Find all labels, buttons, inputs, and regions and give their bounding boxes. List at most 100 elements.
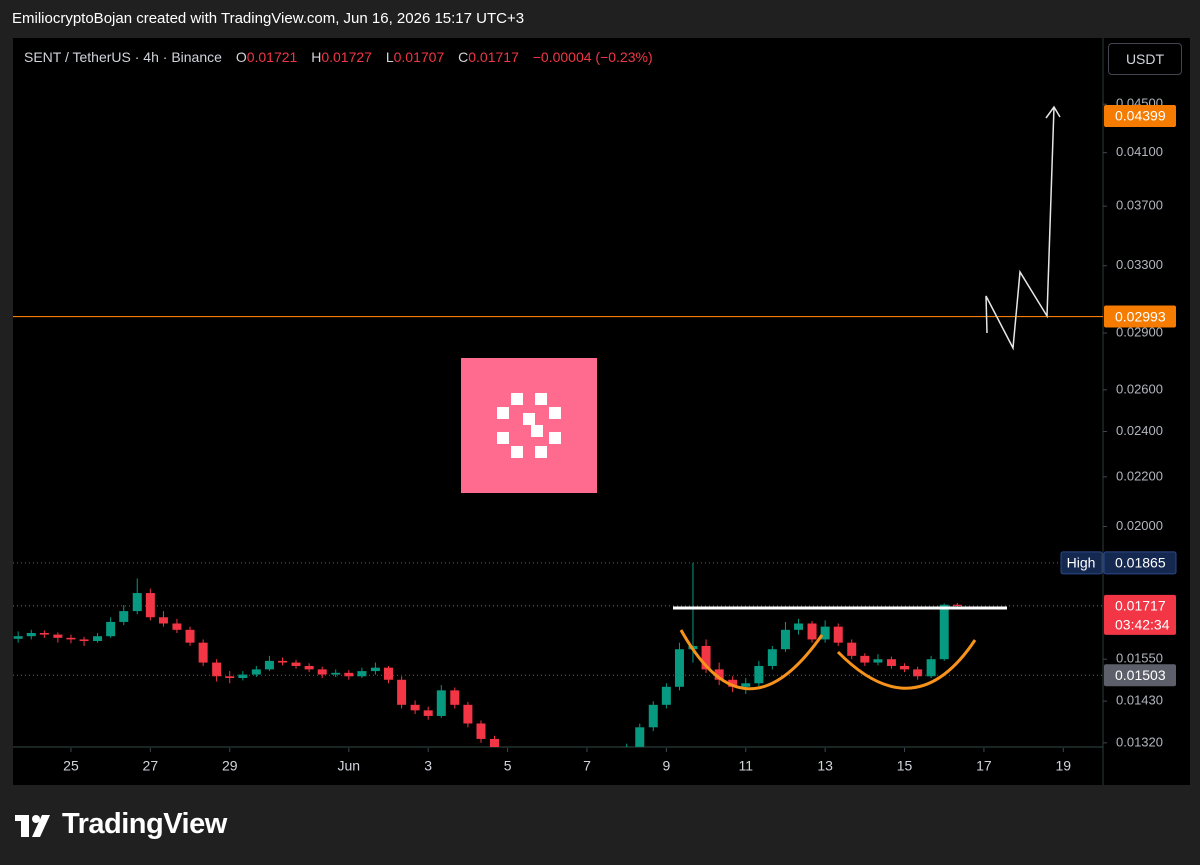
candle-body xyxy=(952,604,962,606)
y-tick-label: 0.01430 xyxy=(1116,693,1163,708)
candle-body xyxy=(489,738,499,747)
candle-body xyxy=(212,662,222,677)
candle-body xyxy=(847,642,857,656)
candle-body xyxy=(264,660,274,670)
x-tick-label: 11 xyxy=(738,758,753,774)
legend-value: 0.01707 xyxy=(393,49,445,65)
projection-path xyxy=(985,106,1055,351)
candle-body xyxy=(436,690,446,716)
candle-body xyxy=(780,629,790,650)
axes: 0.01320 0.01430 0.01550 0.02000 0.02200 0.024… xyxy=(63,96,1177,774)
y-tick-label: 0.01550 xyxy=(1116,651,1163,666)
x-tick-label: 29 xyxy=(222,758,238,774)
price-tag-name: High xyxy=(1067,555,1096,571)
footer-logo: TradingView xyxy=(62,808,227,840)
candle-body xyxy=(463,704,473,724)
candle-body xyxy=(648,704,658,728)
candle-body xyxy=(397,679,407,705)
ohlc-legend: SENT / TetherUS · 4h · Binance O0.01721 … xyxy=(24,49,653,65)
candle-body xyxy=(926,659,936,677)
price-tag xyxy=(1104,594,1176,635)
y-tick-label: 0.01320 xyxy=(1116,734,1163,749)
candle-body xyxy=(251,669,261,675)
candle-body xyxy=(913,669,923,677)
candle-body xyxy=(172,623,182,630)
legend-value: 0.01727 xyxy=(321,49,372,65)
candle-body xyxy=(357,671,367,677)
drawings xyxy=(461,105,1061,691)
candle-body xyxy=(53,634,63,638)
candle-body xyxy=(741,683,751,687)
plot-area xyxy=(13,315,1103,747)
candle-body xyxy=(714,669,724,680)
candle-body xyxy=(635,727,645,747)
candle-body xyxy=(622,746,632,747)
candle-body xyxy=(317,669,327,675)
tradingview-logo-icon xyxy=(15,815,50,837)
price-tag-label: 0.02993 xyxy=(1115,308,1166,324)
x-tick-label: 5 xyxy=(504,758,512,774)
candle-body xyxy=(185,629,195,643)
y-tick-label: 0.02400 xyxy=(1116,423,1163,438)
candle-body xyxy=(476,723,486,739)
candle-body xyxy=(66,637,76,640)
x-tick-label: 15 xyxy=(897,758,913,774)
candle-body xyxy=(939,604,949,660)
candle-body xyxy=(39,632,49,635)
header: EmiliocryptoBojan created with TradingVi… xyxy=(12,10,525,27)
cup-curve xyxy=(836,639,977,690)
legend-label: C xyxy=(458,49,469,65)
x-tick-label: 13 xyxy=(817,758,833,774)
x-tick-label: 7 xyxy=(583,758,591,774)
candle-body xyxy=(158,617,168,624)
candle-body xyxy=(93,636,103,642)
candle-body xyxy=(106,621,116,637)
candle-body xyxy=(384,667,394,680)
price-tag xyxy=(1104,105,1176,128)
y-tick-label: 0.04100 xyxy=(1116,144,1163,159)
x-tick-label: 25 xyxy=(63,758,79,774)
candle-body xyxy=(225,676,235,679)
candle-body xyxy=(820,626,830,640)
candle-body xyxy=(145,593,155,618)
arrow-head xyxy=(1045,105,1061,119)
candle-body xyxy=(13,636,23,639)
candle-body xyxy=(79,639,89,642)
y-tick-label: 0.03300 xyxy=(1116,257,1163,272)
y-tick-label: 0.02900 xyxy=(1116,324,1163,339)
x-tick-label: 9 xyxy=(662,758,670,774)
candle-body xyxy=(119,611,129,622)
currency-button[interactable]: USDT xyxy=(1108,43,1182,75)
candle-body xyxy=(278,660,288,663)
candle-body xyxy=(198,642,208,663)
legend-change: −0.00004 (−0.23%) xyxy=(532,49,653,65)
candle-body xyxy=(794,623,804,630)
price-tag xyxy=(1104,664,1176,687)
x-tick-label: 27 xyxy=(143,758,159,774)
chart-background xyxy=(13,38,1190,785)
candle-body xyxy=(410,704,420,711)
candle-body xyxy=(423,710,433,716)
price-tag-countdown: 03:42:34 xyxy=(1115,617,1170,633)
candle-body xyxy=(331,672,341,675)
token-logo xyxy=(461,358,597,493)
cup-curve xyxy=(679,629,824,691)
y-tick-label: 0.02600 xyxy=(1116,381,1163,396)
legend-label: H xyxy=(311,49,322,65)
candle-body xyxy=(674,649,684,687)
x-tick-label: 3 xyxy=(424,758,432,774)
candle-body xyxy=(886,659,896,666)
legend-label: L xyxy=(385,49,394,65)
price-tag-label: 0.01865 xyxy=(1115,555,1166,571)
price-tag-label: 0.01717 xyxy=(1115,598,1166,614)
legend-label: O xyxy=(235,49,247,65)
candle-body xyxy=(344,672,354,677)
price-tag-label: 0.04399 xyxy=(1115,108,1166,124)
candle-body xyxy=(661,686,671,705)
y-tick-label: 0.03700 xyxy=(1116,198,1163,213)
candle-body xyxy=(900,665,910,670)
price-tag xyxy=(1103,551,1177,575)
candle-body xyxy=(833,626,843,643)
